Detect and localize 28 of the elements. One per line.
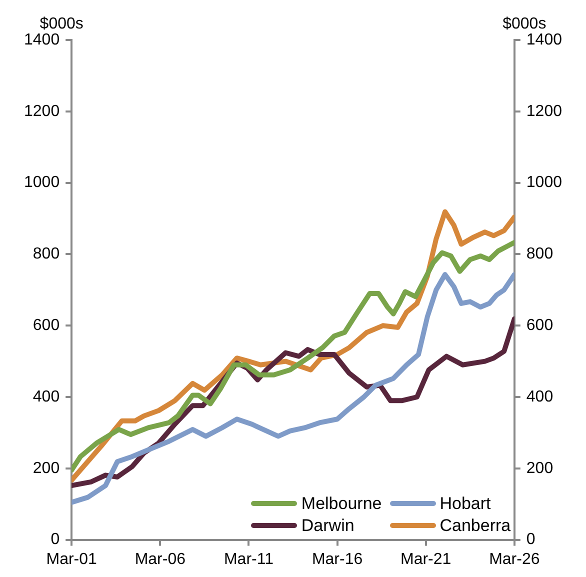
y-tick-label: 800 (32, 246, 60, 263)
x-tick-label: Mar-06 (134, 550, 186, 568)
y-axis-title: $000s (40, 15, 84, 32)
y2-axis-title: $000s (502, 15, 546, 32)
y-tick-label: 1200 (24, 102, 60, 120)
legend-label: Canberra (440, 516, 511, 536)
y2-tick-label: 800 (526, 246, 554, 263)
y2-tick-label: 400 (526, 388, 554, 406)
y2-tick-label: 200 (526, 460, 554, 477)
y-tick-label: 0 (50, 531, 60, 548)
legend-label: Hobart (440, 494, 491, 514)
y-tick-label: 600 (32, 317, 60, 334)
y2-tick-label: 1400 (526, 31, 562, 48)
y2-tick-label: 1200 (526, 102, 562, 120)
legend-label: Darwin (301, 516, 354, 536)
y2-tick-label: 1000 (526, 174, 562, 192)
y-tick-label: 200 (32, 460, 60, 477)
y2-tick-label: 0 (526, 531, 536, 548)
y2-tick-label: 600 (526, 317, 554, 334)
x-tick-label: Mar-21 (400, 550, 452, 568)
x-tick-label: Mar-11 (224, 550, 274, 568)
y-tick-label: 1400 (24, 31, 60, 48)
x-tick-label: Mar-26 (489, 550, 540, 568)
x-tick-label: Mar-01 (46, 550, 98, 568)
y-tick-label: 1000 (24, 174, 60, 192)
x-tick-label: Mar-16 (312, 550, 363, 568)
y-tick-label: 400 (32, 388, 60, 406)
legend-label: Melbourne (301, 494, 382, 514)
